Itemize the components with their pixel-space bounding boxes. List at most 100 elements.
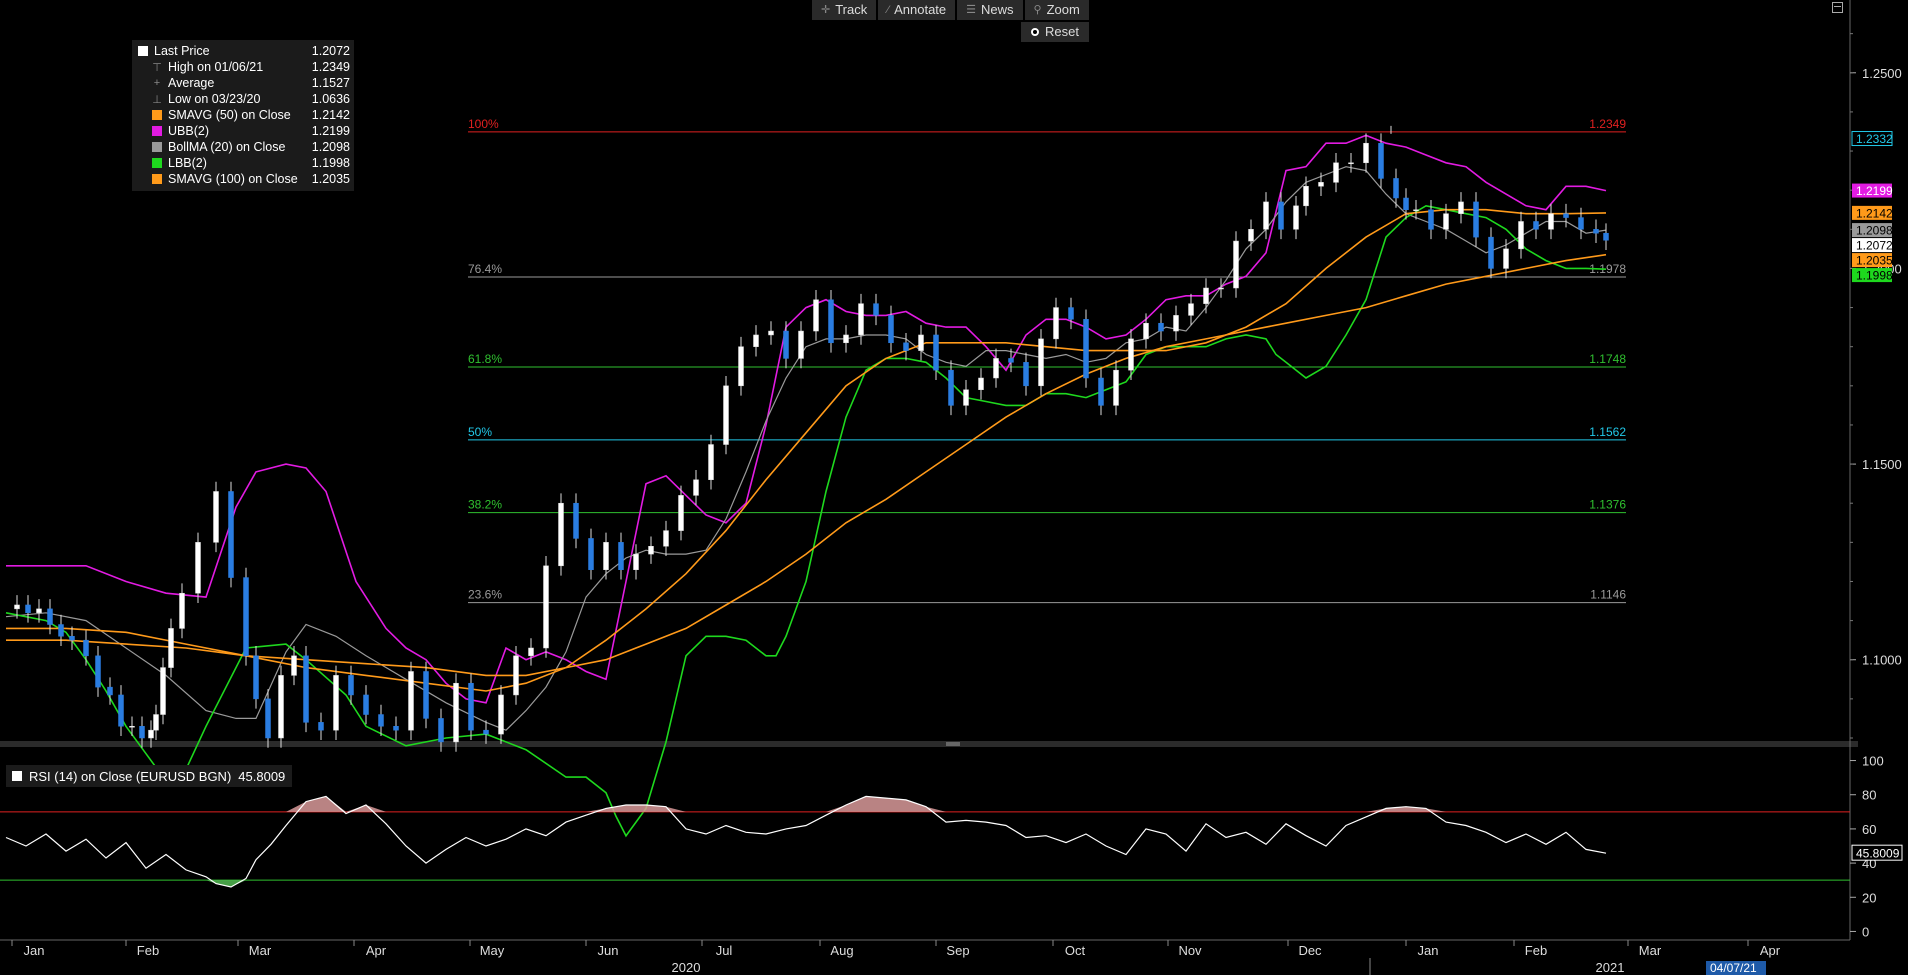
- candle-body: [933, 334, 939, 371]
- candle-body: [69, 636, 75, 641]
- candle-body: [453, 682, 459, 743]
- reset-button[interactable]: Reset: [1021, 22, 1089, 42]
- candle-body: [107, 686, 113, 696]
- overlay-line: [6, 208, 1607, 692]
- rsi-overbought-fill: [826, 804, 846, 812]
- candle-body: [47, 608, 53, 625]
- fib-value-label: 1.1978: [1589, 262, 1626, 276]
- candle-body: [1518, 221, 1524, 250]
- candle-body: [253, 655, 259, 700]
- candle-body: [1303, 186, 1309, 207]
- candle-body: [723, 385, 729, 445]
- value-tag: [1852, 223, 1892, 238]
- fib-label: 100%: [468, 117, 499, 131]
- candle-body: [768, 330, 774, 336]
- legend-swatch: [152, 142, 162, 152]
- x-tick-label: Oct: [1065, 943, 1086, 958]
- zoom-button[interactable]: ⚲ Zoom: [1024, 0, 1089, 20]
- candle-body: [318, 722, 324, 731]
- candle-body: [633, 553, 639, 570]
- candle-body: [1393, 178, 1399, 199]
- annotate-button[interactable]: ⁄ Annotate: [878, 0, 956, 20]
- candle-body: [25, 604, 31, 614]
- fib-value-label: 1.1562: [1589, 425, 1626, 439]
- candle-body: [278, 675, 284, 739]
- legend-label: SMAVG (50) on Close: [168, 108, 291, 122]
- legend-swatch: [152, 126, 162, 136]
- candle-body: [1068, 307, 1074, 320]
- plus-marker-icon: +: [153, 77, 161, 89]
- candle-body: [918, 334, 924, 351]
- candle-body: [58, 624, 64, 637]
- x-tick-label: Nov: [1178, 943, 1202, 958]
- candle-body: [1563, 213, 1569, 218]
- candle-body: [1083, 319, 1089, 379]
- candle-body: [291, 655, 297, 676]
- fib-value-label: 1.2349: [1589, 117, 1626, 131]
- x-tick-label: Sep: [946, 943, 969, 958]
- maximize-icon[interactable]: [1832, 2, 1843, 13]
- legend-value: 1.1998: [311, 156, 350, 170]
- candle-body: [1233, 240, 1239, 289]
- legend-value: 1.0636: [311, 92, 350, 106]
- candle-body: [333, 675, 339, 731]
- x-tick-label: Aug: [830, 943, 853, 958]
- candle-body: [1038, 338, 1044, 387]
- candle-body: [753, 334, 759, 347]
- legend-label: Last Price: [154, 44, 210, 58]
- candle-body: [1278, 201, 1284, 230]
- legend-value: 1.2199: [311, 124, 350, 138]
- legend-row: ⊥ Low on 03/23/20 1.0636: [138, 91, 350, 107]
- legend-label: UBB(2): [168, 124, 209, 138]
- rsi-overbought-fill: [886, 798, 906, 812]
- legend-row: BollMA (20) on Close 1.2098: [138, 139, 350, 155]
- rsi-legend: RSI (14) on Close (EURUSD BGN) 45.8009: [6, 765, 293, 787]
- legend-row: + Average 1.1527: [138, 75, 350, 91]
- candle-body: [693, 479, 699, 496]
- candle-body: [798, 330, 804, 359]
- fib-label: 76.4%: [468, 262, 502, 276]
- candle-body: [1533, 221, 1539, 230]
- candle-body: [483, 729, 489, 735]
- news-button[interactable]: ☰ News: [957, 0, 1023, 20]
- legend-row: LBB(2) 1.1998: [138, 155, 350, 171]
- rsi-overbought-fill: [286, 801, 306, 812]
- panel-resize-handle: [946, 742, 960, 746]
- legend-value: 1.2098: [311, 140, 350, 154]
- rsi-overbought-fill: [626, 804, 646, 812]
- rsi-overbought-fill: [1426, 808, 1446, 812]
- candle-body: [1443, 213, 1449, 230]
- candle-body: [1348, 162, 1354, 165]
- legend-label: LBB(2): [168, 156, 207, 170]
- candle-body: [1023, 362, 1029, 387]
- rsi-legend-value: 45.8009: [238, 768, 286, 784]
- candle-body: [378, 714, 384, 727]
- legend-row: SMAVG (50) on Close 1.2142: [138, 107, 350, 123]
- chart-toolbar: ✛ Track ⁄ Annotate ☰ News ⚲ Zoom: [812, 0, 1089, 20]
- candle-body: [588, 538, 594, 570]
- zoom-label: Zoom: [1046, 2, 1080, 17]
- candle-body: [160, 667, 166, 715]
- value-tag: [1852, 183, 1892, 198]
- fib-label: 50%: [468, 425, 492, 439]
- track-button[interactable]: ✛ Track: [812, 0, 877, 20]
- candle-body: [228, 491, 234, 578]
- candle-body: [1603, 232, 1609, 241]
- legend-value: 1.1527: [311, 76, 350, 90]
- x-tick-label: Feb: [1525, 943, 1547, 958]
- x-tick-label: Apr: [1760, 943, 1781, 958]
- rsi-overbought-fill: [846, 796, 866, 812]
- candle-body: [265, 698, 271, 739]
- candle-body: [993, 358, 999, 379]
- candle-body: [1158, 322, 1164, 332]
- overlay-line: [6, 253, 1607, 677]
- candle-body: [129, 726, 135, 728]
- rsi-swatch: [12, 771, 22, 781]
- x-tick-label: Apr: [366, 943, 387, 958]
- rsi-overbought-fill: [906, 799, 926, 812]
- y-tick-label: 1.1000: [1862, 653, 1902, 668]
- candle-body: [179, 592, 185, 629]
- high-marker-icon: ⊤: [152, 61, 162, 74]
- track-label: Track: [835, 2, 868, 17]
